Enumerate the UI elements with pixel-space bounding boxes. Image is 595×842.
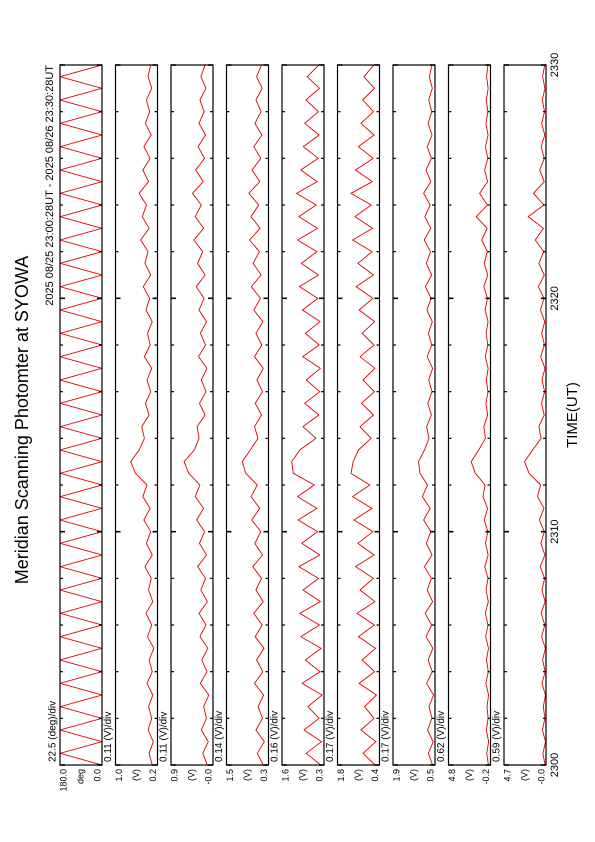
panel-frame bbox=[503, 64, 547, 766]
x-tick-label: 2310 bbox=[549, 519, 561, 543]
y-tick-label: 1.5 bbox=[225, 769, 235, 782]
signal-line bbox=[130, 65, 155, 765]
y-tick-label: -0.0 bbox=[203, 769, 213, 785]
y-tick-label: 180.0 bbox=[58, 769, 68, 792]
y-tick-label: 1.9 bbox=[391, 769, 401, 782]
panel-frame bbox=[392, 64, 436, 766]
y-axis-unit: (V) bbox=[408, 769, 418, 781]
scale-label: 0.59 (V)/div bbox=[492, 711, 503, 762]
y-axis-unit: (V) bbox=[519, 769, 529, 781]
signal-line bbox=[470, 65, 490, 765]
signal-line bbox=[291, 65, 323, 765]
scale-label: 0.62 (V)/div bbox=[436, 711, 447, 762]
y-tick-label: 0.3 bbox=[259, 769, 269, 782]
panel-frame bbox=[59, 64, 103, 766]
y-axis-unit: deg bbox=[75, 769, 85, 784]
y-tick-label: 0.0 bbox=[92, 769, 102, 782]
signal-line bbox=[418, 65, 434, 765]
scale-label: 0.17 (V)/div bbox=[381, 711, 392, 762]
y-tick-label: 4.8 bbox=[447, 769, 457, 782]
y-axis-unit: (V) bbox=[131, 769, 141, 781]
x-axis-title: TIME(UT) bbox=[564, 382, 581, 448]
y-tick-label: -0.0 bbox=[536, 769, 546, 785]
y-tick-label: 4.7 bbox=[502, 769, 512, 782]
scale-label: 0.14 (V)/div bbox=[214, 711, 225, 762]
y-tick-label: 0.9 bbox=[169, 769, 179, 782]
panel-frame bbox=[447, 64, 492, 766]
y-axis-unit: (V) bbox=[186, 769, 196, 781]
panel-frame bbox=[281, 64, 325, 766]
y-tick-label: 0.5 bbox=[425, 769, 435, 782]
y-axis-unit: (V) bbox=[242, 769, 252, 781]
scale-label: 0.11 (V)/div bbox=[159, 712, 170, 762]
x-tick-label: 2320 bbox=[549, 286, 561, 310]
y-axis-unit: (V) bbox=[353, 769, 363, 781]
y-tick-label: -0.2 bbox=[481, 769, 491, 785]
y-axis-unit: (V) bbox=[297, 769, 307, 781]
signal-line bbox=[183, 65, 210, 765]
scale-label: 22.5 (deg)/div bbox=[48, 701, 59, 762]
x-tick-label: 2330 bbox=[549, 53, 561, 77]
y-tick-label: 0.3 bbox=[314, 769, 324, 782]
chart-subtitle: 2025 08/25 23:00:28UT - 2025 08/26 23:30… bbox=[44, 65, 56, 306]
signal-line bbox=[524, 65, 546, 765]
panel-frame bbox=[170, 64, 214, 766]
rotated-plot: Meridian Scanning Photomter at SYOWA 202… bbox=[12, 53, 581, 792]
chart-title: Meridian Scanning Photomter at SYOWA bbox=[12, 256, 32, 584]
scale-label: 0.16 (V)/div bbox=[270, 711, 281, 762]
y-tick-label: 0.2 bbox=[148, 769, 158, 782]
signal-line bbox=[60, 65, 102, 765]
signal-line bbox=[241, 65, 265, 765]
y-tick-label: 1.0 bbox=[114, 769, 124, 782]
scale-label: 0.17 (V)/div bbox=[325, 711, 336, 762]
y-tick-label: 0.4 bbox=[370, 769, 380, 782]
panel-frame bbox=[114, 64, 159, 766]
scale-label: 0.11 (V)/div bbox=[103, 712, 114, 762]
panel-frame bbox=[225, 64, 270, 766]
signal-line bbox=[350, 65, 377, 765]
y-tick-label: 1.6 bbox=[280, 769, 290, 782]
x-tick-label: 2300 bbox=[549, 753, 561, 777]
y-tick-label: 1.8 bbox=[336, 769, 346, 782]
panel-frame bbox=[336, 64, 381, 766]
y-axis-unit: (V) bbox=[464, 769, 474, 781]
